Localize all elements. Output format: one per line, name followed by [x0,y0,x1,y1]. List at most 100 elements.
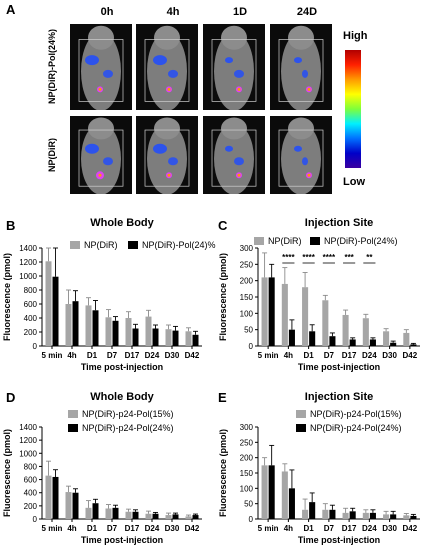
bar [65,492,72,519]
x-tick-label: D30 [165,524,180,533]
time-label-4h: 4h [166,6,180,18]
y-tick-label: 1000 [19,449,37,458]
bar [403,332,410,346]
bar [362,512,369,519]
bar [268,277,275,346]
y-tick-label: 600 [24,476,38,485]
x-axis-label: Time post-injection [81,362,163,372]
y-tick-label: 400 [24,314,38,323]
bar [185,516,192,519]
bar [105,317,112,346]
bar [92,503,99,519]
legend-label: NP(DiR)-p24-Pol(15%) [310,409,402,419]
mouse-image-tile [270,116,332,194]
y-tick-label: 100 [240,309,254,318]
time-label-1d: 1D [232,6,248,18]
x-tick-label: 4h [284,351,293,360]
chart-injection-site-e: Injection Site 0 50 100 150 200 250 300 Fluoresc… [218,391,420,545]
bar [342,512,349,519]
bar [152,513,159,519]
chart-title: Whole Body [90,217,154,229]
legend-label: NP(DiR)-p24-Pol(24%) [310,423,402,433]
time-label-24d: 24D [296,6,318,18]
legend-label: NP(DiR)-Pol(24)% [142,240,216,250]
y-tick-label: 800 [24,286,38,295]
x-tick-label: 4h [67,524,76,533]
y-tick-label: 1000 [19,272,37,281]
x-tick-label: D1 [304,524,315,533]
bar [85,507,92,519]
bar [152,328,159,346]
y-tick-label: 0 [249,515,254,524]
y-tick-label: 50 [244,500,253,509]
y-axis-label: Fluorescence (pmol) [218,253,228,341]
chart-title: Whole Body [90,391,154,403]
bar [45,475,52,519]
bar [192,515,199,519]
x-tick-label: 5 min [42,524,63,533]
bar [72,492,79,519]
y-tick-label: 200 [240,277,254,286]
bar [85,305,92,346]
x-tick-label: 5 min [258,351,279,360]
bar [52,476,59,519]
bar [302,509,309,519]
y-axis-label: Fluorescence (pmol) [218,429,228,517]
panel-letter-b: B [6,218,16,233]
x-tick-label: D42 [403,351,418,360]
bar [112,507,119,519]
y-tick-label: 800 [24,462,38,471]
bar [52,276,59,346]
bar [383,331,390,346]
panel-letter-d: D [6,390,16,405]
y-tick-label: 1400 [19,423,37,432]
bar [309,331,316,346]
bar [362,318,369,346]
bar [309,502,316,519]
imaging-panel: A 0h 4h 1D 24D NP(DiR)-Pol(24%) NP(DiR) [0,0,429,196]
mouse-image-tile [203,24,265,110]
bar [132,328,139,346]
x-tick-label: D7 [107,524,118,533]
bar [288,329,295,346]
y-tick-label: 100 [240,484,254,493]
legend-swatch [68,424,78,432]
y-tick-label: 250 [240,438,254,447]
y-tick-label: 200 [240,454,254,463]
x-tick-label: D42 [403,524,418,533]
panel-letter-a: A [6,2,16,17]
bar [125,318,132,346]
bar [261,465,268,519]
x-tick-label: 4h [67,351,76,360]
bar [132,511,139,519]
x-tick-label: 5 min [42,351,63,360]
bar [105,508,112,519]
row-label-np: NP(DiR) [47,138,57,172]
chart-title: Injection Site [305,391,373,403]
x-tick-label: 4h [284,524,293,533]
bar [72,301,79,346]
bar [125,511,132,519]
legend-swatch [254,237,264,245]
y-axis-label: Fluorescence (pmol) [2,429,12,517]
bar [322,509,329,519]
mouse-image-tile [136,24,198,110]
x-tick-label: D30 [382,524,397,533]
x-tick-label: D7 [324,351,335,360]
bar [172,330,179,346]
bar [165,515,172,519]
x-tick-label: D7 [107,351,118,360]
legend-swatch [296,424,306,432]
x-tick-label: D1 [87,524,98,533]
bar [349,339,356,346]
bar [145,316,152,346]
significance-stars: **** [282,253,295,262]
bar [410,515,417,519]
x-tick-label: D24 [362,351,377,360]
bar [281,471,288,519]
colorbar-high-label: High [343,30,368,42]
colorbar [345,50,361,168]
bar [369,339,376,346]
legend-swatch [70,241,80,249]
x-tick-label: D42 [185,524,200,533]
